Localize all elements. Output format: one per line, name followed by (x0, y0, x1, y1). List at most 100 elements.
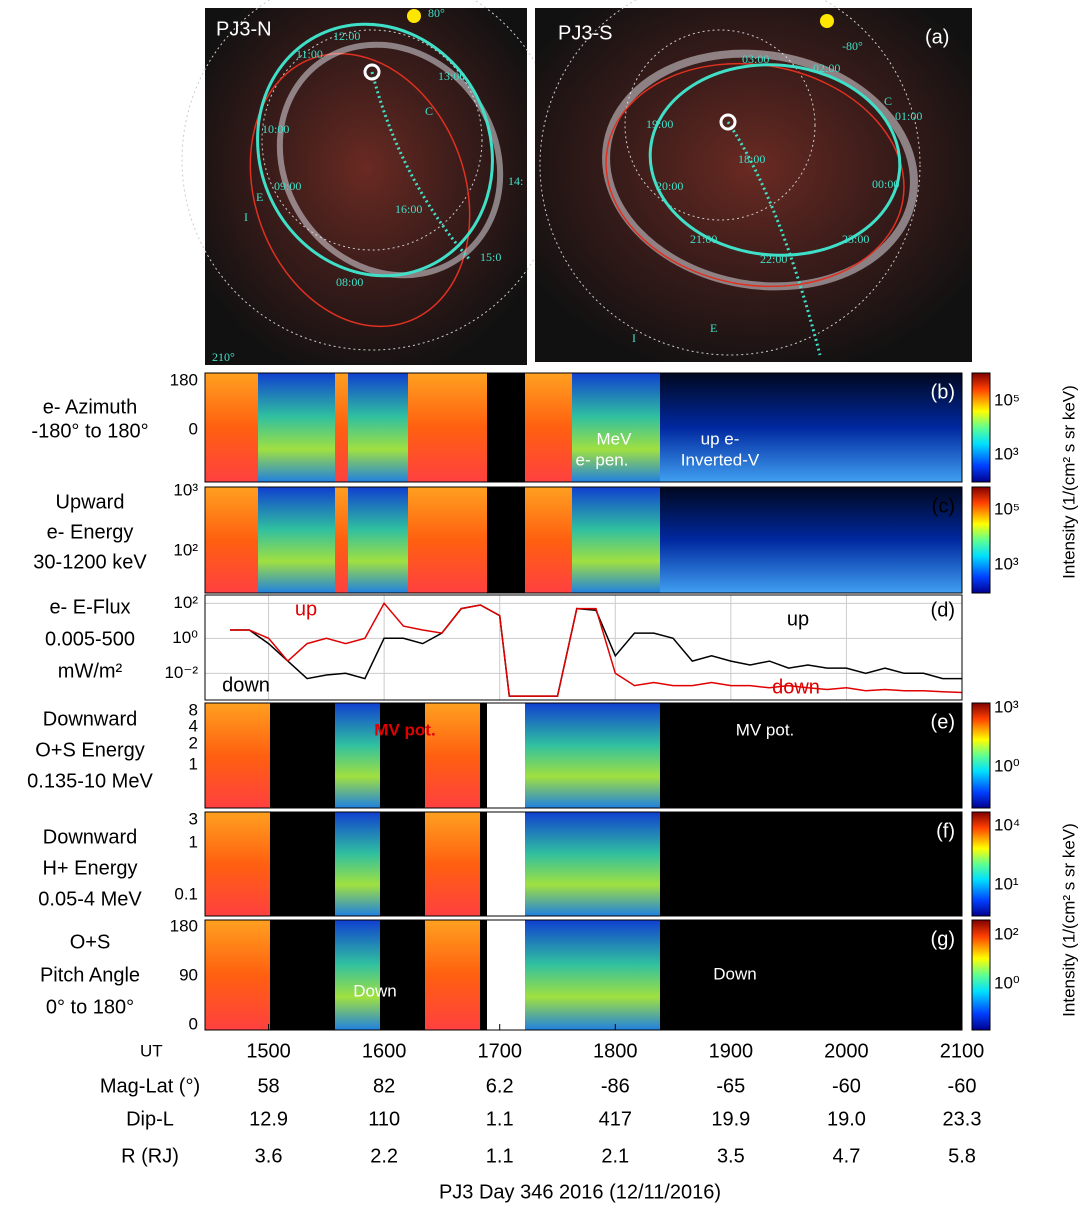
y-tick-label: 10² (173, 593, 198, 612)
image-label: I (632, 331, 636, 345)
spectrogram-segment (425, 812, 480, 916)
spectrogram-segment (572, 487, 660, 593)
y-tick-label: 10⁻² (164, 663, 198, 682)
spectrogram-segment (572, 373, 660, 482)
panel-label: e- Azimuth (43, 396, 137, 418)
spectrogram-segment (487, 812, 525, 916)
panel-label: Upward (56, 491, 125, 513)
image-label: 00:00 (872, 177, 899, 191)
image-label: 21:00 (690, 232, 717, 246)
colorbar-tick-label: 10³ (994, 697, 1019, 716)
spectrogram-segment (660, 487, 962, 593)
image-label: 13:00 (438, 69, 465, 83)
y-tick-label: 10⁰ (172, 628, 198, 647)
y-tick-label: 10³ (173, 480, 198, 499)
panel-tag: (b) (931, 381, 955, 403)
image-label: 10:00 (262, 122, 289, 136)
row-value: 19.0 (827, 1108, 866, 1130)
colorbar-title: Intensity (1/(cm² s sr keV) (1059, 385, 1078, 579)
spectrogram-segment (570, 703, 660, 808)
annotation: Inverted-V (681, 450, 760, 469)
x-tick-label: 2100 (940, 1040, 985, 1062)
ut-label: UT (140, 1041, 163, 1060)
panel-frame (204, 702, 963, 809)
image-label: 14: (508, 174, 523, 188)
spectrogram-panel (204, 811, 991, 917)
panel-label: 0.005-500 (45, 628, 135, 650)
colorbar-tick-label: 10¹ (994, 874, 1019, 893)
aurora-image-north (181, 0, 563, 365)
annotation: up (295, 598, 317, 620)
spectrogram-segment (570, 920, 660, 1030)
panel-label: H+ Energy (42, 857, 137, 879)
panel-tag: (g) (931, 928, 955, 950)
image-label: 03:00 (742, 52, 769, 66)
spectrogram-segment (348, 373, 408, 482)
spectrogram-segment (525, 703, 570, 808)
panel-label: Downward (43, 826, 137, 848)
image-label: E (256, 190, 263, 204)
annotation: down (222, 674, 270, 696)
colorbar-tick-label: 10³ (994, 554, 1019, 573)
panel-frame (204, 486, 963, 594)
spectrogram-segment (258, 373, 335, 482)
colorbar (971, 811, 991, 917)
image-label: 18:00 (738, 152, 765, 166)
row-value: -60 (832, 1075, 861, 1097)
spectrogram-segment (335, 703, 380, 808)
row-value: 2.1 (601, 1145, 629, 1167)
colorbar (971, 372, 991, 483)
row-value: -65 (716, 1075, 745, 1097)
colorbar-tick-label: 10⁴ (994, 815, 1020, 834)
row-value: -86 (601, 1075, 630, 1097)
row-label: R (RJ) (121, 1145, 179, 1167)
panel-tag: (e) (931, 711, 955, 733)
y-tick-label: 180 (170, 370, 198, 389)
spectrogram-segment (270, 812, 335, 916)
panel-label: 0.05-4 MeV (38, 888, 142, 910)
row-value: 1.1 (486, 1145, 514, 1167)
colorbar-title: Intensity (1/(cm² s sr keV) (1059, 823, 1078, 1017)
annotation: down (772, 676, 820, 698)
spectrogram-panel (204, 919, 991, 1031)
panel-frame (204, 811, 963, 917)
y-tick-label: 10² (173, 540, 198, 559)
y-tick-label: 0 (189, 419, 198, 438)
annotation: up (787, 608, 809, 630)
spectrogram-segment (660, 373, 962, 482)
spectrogram-segment (205, 920, 270, 1030)
colorbar (971, 919, 991, 1031)
row-value: 4.7 (833, 1145, 861, 1167)
spectrogram-segment (487, 703, 525, 808)
row-value: 12.9 (249, 1108, 288, 1130)
spectrogram-segment (525, 373, 572, 482)
annotation: MeV (597, 429, 633, 448)
panel-label: 30-1200 keV (33, 551, 147, 573)
panel-frame (204, 594, 963, 701)
panel-label: -180° to 180° (31, 420, 148, 442)
spectrogram-segment (525, 487, 572, 593)
panel-label: 0.135-10 MeV (27, 770, 153, 792)
spectrogram-segment (660, 703, 962, 808)
spectrogram-panel (204, 702, 991, 809)
spectrogram-segment (487, 487, 525, 593)
spectrogram-segment (205, 703, 270, 808)
y-tick-label: 180 (170, 916, 198, 935)
y-tick-label: 8 (189, 700, 198, 719)
spectrogram-segment (525, 920, 570, 1030)
y-tick-label: 4 (189, 716, 198, 735)
x-tick-label: 1500 (246, 1040, 291, 1062)
panel-label: Downward (43, 708, 137, 730)
spectrogram-segment (660, 812, 962, 916)
x-tick-label: 1700 (477, 1040, 522, 1062)
spectrogram-segment (348, 487, 408, 593)
annotation: MV pot. (736, 720, 795, 739)
y-tick-label: 3 (189, 809, 198, 828)
spectrogram-segment (487, 920, 525, 1030)
y-tick-label: 1 (189, 754, 198, 773)
row-value: 3.5 (717, 1145, 745, 1167)
spectrogram-segment (205, 373, 258, 482)
y-tick-label: 0.1 (174, 884, 198, 903)
line-series (230, 601, 963, 697)
image-label: -80° (842, 39, 863, 53)
